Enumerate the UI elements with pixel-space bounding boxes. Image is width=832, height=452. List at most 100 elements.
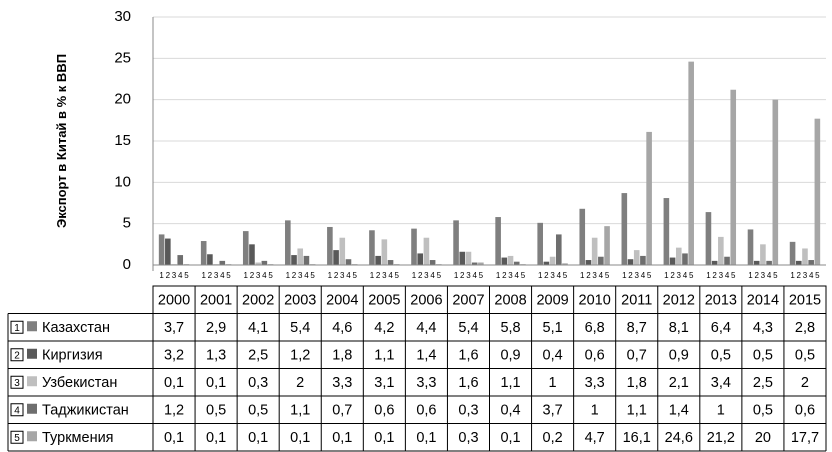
series-name: Таджикистан bbox=[42, 403, 129, 419]
x-sub-tick-label: 1 bbox=[244, 271, 249, 280]
table-cell: 2,1 bbox=[669, 375, 689, 391]
x-sub-tick-label: 3 bbox=[550, 271, 555, 280]
table-year-header: 2012 bbox=[663, 293, 695, 309]
x-sub-tick-label: 4 bbox=[472, 271, 477, 280]
table-cell: 4,1 bbox=[248, 320, 268, 336]
table-cell: 21,2 bbox=[707, 430, 735, 446]
x-sub-tick-label: 2 bbox=[502, 271, 507, 280]
x-sub-tick-label: 2 bbox=[334, 271, 339, 280]
table-cell: 4,7 bbox=[585, 430, 605, 446]
table-cell: 1 bbox=[591, 403, 599, 419]
x-sub-tick-label: 5 bbox=[773, 271, 778, 280]
table-cell: 3,7 bbox=[164, 320, 184, 336]
series-number: 4 bbox=[14, 405, 20, 416]
table-year-header: 2005 bbox=[368, 293, 400, 309]
table-cell: 0,5 bbox=[248, 403, 268, 419]
x-sub-tick-label: 5 bbox=[815, 271, 820, 280]
x-sub-tick-label: 4 bbox=[262, 271, 267, 280]
table-cell: 4,3 bbox=[753, 320, 773, 336]
table-cell: 0,1 bbox=[290, 430, 310, 446]
table-cell: 0,9 bbox=[669, 348, 689, 364]
bar bbox=[711, 260, 718, 265]
x-sub-tick-label: 1 bbox=[370, 271, 375, 280]
series-number: 3 bbox=[14, 378, 20, 389]
bar bbox=[345, 259, 352, 265]
y-tick-label: 5 bbox=[123, 215, 131, 232]
x-sub-tick-label: 5 bbox=[310, 271, 315, 280]
x-sub-tick-label: 3 bbox=[803, 271, 808, 280]
bar bbox=[465, 251, 472, 265]
bar bbox=[604, 226, 610, 265]
bar bbox=[249, 244, 255, 265]
table-cell: 1,8 bbox=[332, 348, 352, 364]
x-sub-tick-label: 1 bbox=[622, 271, 627, 280]
table-cell: 0,5 bbox=[711, 348, 731, 364]
bar bbox=[802, 248, 808, 265]
bar bbox=[543, 261, 550, 265]
table-cell: 0,1 bbox=[164, 430, 184, 446]
series-number-box bbox=[10, 320, 24, 334]
series-number-box bbox=[10, 348, 24, 362]
x-sub-tick-label: 4 bbox=[220, 271, 225, 280]
x-sub-tick-label: 2 bbox=[376, 271, 381, 280]
bar bbox=[429, 260, 436, 265]
bar bbox=[585, 260, 592, 265]
bar bbox=[327, 226, 333, 265]
x-sub-tick-label: 1 bbox=[412, 271, 417, 280]
table-cell: 1,1 bbox=[500, 375, 520, 391]
table-cell: 0,6 bbox=[795, 403, 815, 419]
x-sub-tick-label: 3 bbox=[634, 271, 639, 280]
x-sub-tick-label: 4 bbox=[346, 271, 351, 280]
table-cell: 0,1 bbox=[416, 430, 436, 446]
table-cell: 1,3 bbox=[206, 348, 226, 364]
bar bbox=[688, 61, 694, 265]
table-cell: 0,9 bbox=[500, 348, 520, 364]
bar bbox=[453, 220, 459, 265]
bar bbox=[747, 229, 754, 265]
x-sub-tick-label: 1 bbox=[496, 271, 501, 280]
x-sub-tick-label: 4 bbox=[430, 271, 435, 280]
series-number-box bbox=[10, 403, 24, 417]
x-sub-tick-label: 5 bbox=[352, 271, 357, 280]
table-cell: 0,1 bbox=[206, 375, 226, 391]
x-sub-tick-label: 4 bbox=[683, 271, 688, 280]
x-sub-tick-label: 5 bbox=[689, 271, 694, 280]
x-sub-tick-label: 5 bbox=[268, 271, 273, 280]
table-cell: 0,3 bbox=[458, 430, 478, 446]
x-sub-tick-label: 1 bbox=[201, 271, 206, 280]
x-sub-tick-label: 1 bbox=[286, 271, 291, 280]
table-cell: 0,4 bbox=[500, 403, 520, 419]
table-cell: 0,6 bbox=[585, 348, 605, 364]
bar bbox=[766, 260, 772, 265]
x-sub-tick-label: 3 bbox=[340, 271, 345, 280]
bar bbox=[261, 260, 268, 265]
x-sub-tick-label: 2 bbox=[460, 271, 465, 280]
table-cell: 3,3 bbox=[332, 375, 352, 391]
bar bbox=[753, 260, 760, 265]
table-cell: 1 bbox=[549, 375, 557, 391]
x-sub-tick-label: 3 bbox=[761, 271, 766, 280]
table-cell: 4,2 bbox=[374, 320, 394, 336]
table-cell: 0,4 bbox=[543, 348, 563, 364]
bar bbox=[200, 241, 207, 265]
x-sub-tick-label: 1 bbox=[159, 271, 164, 280]
table-cell: 24,6 bbox=[665, 430, 693, 446]
x-sub-tick-label: 4 bbox=[178, 271, 183, 280]
table-year-header: 2002 bbox=[242, 293, 274, 309]
table-cell: 2 bbox=[296, 375, 304, 391]
table-cell: 16,1 bbox=[623, 430, 651, 446]
bar bbox=[381, 239, 388, 265]
table-year-header: 2013 bbox=[705, 293, 737, 309]
x-sub-tick-label: 1 bbox=[328, 271, 333, 280]
bar bbox=[562, 263, 568, 265]
bar bbox=[207, 254, 213, 265]
table-cell: 3,7 bbox=[543, 403, 563, 419]
y-tick-label: 15 bbox=[114, 132, 131, 149]
series-number: 1 bbox=[14, 323, 20, 334]
x-sub-tick-label: 1 bbox=[454, 271, 459, 280]
table-cell: 1,1 bbox=[290, 403, 310, 419]
x-sub-tick-label: 2 bbox=[586, 271, 591, 280]
series-number: 2 bbox=[14, 350, 20, 361]
bar bbox=[789, 241, 796, 265]
legend-swatch bbox=[27, 321, 37, 332]
